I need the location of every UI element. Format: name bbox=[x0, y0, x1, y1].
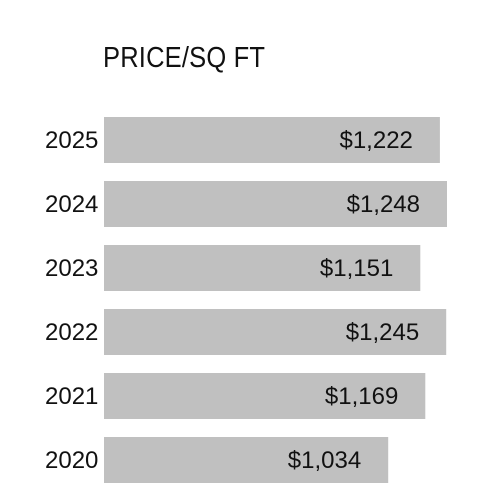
value-label-2024: $1,248 bbox=[347, 191, 420, 218]
value-label-2025: $1,222 bbox=[339, 127, 412, 154]
category-label-2023: 2023 bbox=[45, 255, 98, 282]
value-label-2023: $1,151 bbox=[320, 255, 393, 282]
value-label-2021: $1,169 bbox=[325, 383, 398, 410]
category-label-2020: 2020 bbox=[45, 447, 98, 474]
value-label-2020: $1,034 bbox=[288, 447, 361, 474]
bar-2024 bbox=[104, 181, 447, 227]
bar-2023 bbox=[104, 245, 421, 291]
category-label-2022: 2022 bbox=[45, 319, 98, 346]
value-label-2022: $1,245 bbox=[346, 319, 419, 346]
bar-2020 bbox=[104, 437, 389, 483]
bar-2022 bbox=[104, 309, 447, 355]
category-label-2024: 2024 bbox=[45, 191, 98, 218]
bar-2025 bbox=[104, 117, 440, 163]
chart-title: PRICE/SQ FT bbox=[103, 42, 266, 74]
bar-2021 bbox=[104, 373, 426, 419]
category-label-2021: 2021 bbox=[45, 383, 98, 410]
category-label-2025: 2025 bbox=[45, 127, 98, 154]
